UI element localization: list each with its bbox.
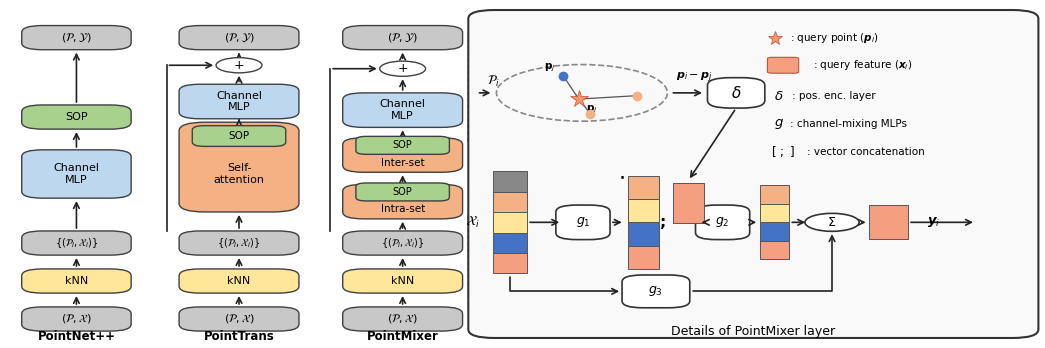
Text: $g_3$: $g_3$ xyxy=(649,284,664,298)
Text: $g_2$: $g_2$ xyxy=(716,215,729,229)
FancyBboxPatch shape xyxy=(22,150,131,198)
Text: $[\ ;\ ]$: $[\ ;\ ]$ xyxy=(770,144,794,159)
Text: +: + xyxy=(234,59,245,72)
FancyBboxPatch shape xyxy=(343,93,463,127)
Text: $\boldsymbol{y}_i$: $\boldsymbol{y}_i$ xyxy=(927,215,940,229)
FancyBboxPatch shape xyxy=(22,307,131,331)
FancyBboxPatch shape xyxy=(179,84,299,119)
FancyBboxPatch shape xyxy=(343,307,463,331)
Bar xyxy=(628,176,659,199)
FancyBboxPatch shape xyxy=(356,136,449,154)
Text: SOP: SOP xyxy=(65,112,88,122)
Text: : channel-mixing MLPs: : channel-mixing MLPs xyxy=(790,119,907,129)
Bar xyxy=(628,246,659,269)
FancyBboxPatch shape xyxy=(192,126,285,147)
Text: $(\mathcal{P}, \mathcal{Y})$: $(\mathcal{P}, \mathcal{Y})$ xyxy=(61,31,92,44)
FancyBboxPatch shape xyxy=(343,138,463,172)
FancyBboxPatch shape xyxy=(343,269,463,293)
Text: : pos. enc. layer: : pos. enc. layer xyxy=(792,91,876,101)
Bar xyxy=(673,183,704,223)
FancyBboxPatch shape xyxy=(179,269,299,293)
Text: $\Sigma$: $\Sigma$ xyxy=(828,216,837,229)
Circle shape xyxy=(379,61,425,76)
Text: $g$: $g$ xyxy=(773,117,784,131)
Bar xyxy=(760,241,789,260)
Text: $g_1$: $g_1$ xyxy=(576,215,590,229)
Bar xyxy=(760,222,789,241)
Text: $(\mathcal{P}, \mathcal{Y})$: $(\mathcal{P}, \mathcal{Y})$ xyxy=(388,31,418,44)
FancyBboxPatch shape xyxy=(707,78,765,108)
Bar xyxy=(760,185,789,204)
Bar xyxy=(628,222,659,246)
Bar xyxy=(493,192,527,212)
Text: $\{(\mathcal{P}_i, \mathcal{X}_i)\}$: $\{(\mathcal{P}_i, \mathcal{X}_i)\}$ xyxy=(380,236,424,250)
Bar xyxy=(628,199,659,222)
Text: kNN: kNN xyxy=(65,276,88,286)
FancyBboxPatch shape xyxy=(179,231,299,255)
Text: $(\mathcal{P}, \mathcal{X})$: $(\mathcal{P}, \mathcal{X})$ xyxy=(61,313,92,325)
Bar xyxy=(493,172,527,192)
FancyBboxPatch shape xyxy=(22,269,131,293)
Text: $\{(\mathcal{P}_i, \mathcal{X}_i)\}$: $\{(\mathcal{P}_i, \mathcal{X}_i)\}$ xyxy=(217,236,261,250)
Text: Inter-set: Inter-set xyxy=(380,158,424,168)
Text: $(\mathcal{P}, \mathcal{X})$: $(\mathcal{P}, \mathcal{X})$ xyxy=(224,313,254,325)
Text: Channel
MLP: Channel MLP xyxy=(216,91,262,112)
Text: +: + xyxy=(397,62,408,75)
Text: Details of PointMixer layer: Details of PointMixer layer xyxy=(671,325,835,338)
Text: PointMixer: PointMixer xyxy=(367,330,439,343)
Bar xyxy=(868,205,908,239)
FancyBboxPatch shape xyxy=(22,105,131,129)
Text: PointTrans: PointTrans xyxy=(204,330,275,343)
FancyBboxPatch shape xyxy=(179,307,299,331)
Text: : query point $(\boldsymbol{p}_i)$: : query point $(\boldsymbol{p}_i)$ xyxy=(790,31,879,45)
Circle shape xyxy=(216,58,262,73)
FancyBboxPatch shape xyxy=(343,25,463,50)
Text: $\mathcal{X}_i$: $\mathcal{X}_i$ xyxy=(466,215,480,230)
Text: ;: ; xyxy=(660,215,667,230)
FancyBboxPatch shape xyxy=(179,25,299,50)
Text: : query feature $(\boldsymbol{x}_i)$: : query feature $(\boldsymbol{x}_i)$ xyxy=(813,58,912,72)
FancyBboxPatch shape xyxy=(556,205,610,239)
Text: $\delta$: $\delta$ xyxy=(773,90,783,103)
Text: PointNet++: PointNet++ xyxy=(38,330,115,343)
Text: SOP: SOP xyxy=(393,187,413,197)
Text: $\mathbf{p}_i$: $\mathbf{p}_i$ xyxy=(585,103,597,115)
Text: SOP: SOP xyxy=(393,140,413,150)
Text: $\mathbf{p}_j$: $\mathbf{p}_j$ xyxy=(543,61,555,73)
Bar xyxy=(760,204,789,222)
Text: $\boldsymbol{p}_i - \boldsymbol{p}_j$: $\boldsymbol{p}_i - \boldsymbol{p}_j$ xyxy=(676,70,713,85)
Text: $\cdot$: $\cdot$ xyxy=(619,167,625,188)
FancyBboxPatch shape xyxy=(22,25,131,50)
Text: : vector concatenation: : vector concatenation xyxy=(807,147,925,157)
FancyBboxPatch shape xyxy=(179,122,299,212)
Text: $\mathcal{P}_i$: $\mathcal{P}_i$ xyxy=(487,74,500,89)
FancyBboxPatch shape xyxy=(622,275,690,308)
Text: Intra-set: Intra-set xyxy=(380,204,424,214)
FancyBboxPatch shape xyxy=(22,231,131,255)
FancyBboxPatch shape xyxy=(343,231,463,255)
FancyBboxPatch shape xyxy=(343,184,463,219)
FancyBboxPatch shape xyxy=(696,205,749,239)
Circle shape xyxy=(805,213,859,231)
Text: kNN: kNN xyxy=(228,276,251,286)
Text: Self-
attention: Self- attention xyxy=(213,163,264,185)
Text: $(\mathcal{P}, \mathcal{X})$: $(\mathcal{P}, \mathcal{X})$ xyxy=(388,313,418,325)
Text: Channel
MLP: Channel MLP xyxy=(379,99,425,121)
Text: kNN: kNN xyxy=(391,276,414,286)
Text: $\{(\mathcal{P}_i, \mathcal{X}_i)\}$: $\{(\mathcal{P}_i, \mathcal{X}_i)\}$ xyxy=(54,236,98,250)
Text: $(\mathcal{P}, \mathcal{Y})$: $(\mathcal{P}, \mathcal{Y})$ xyxy=(224,31,255,44)
Text: $\delta$: $\delta$ xyxy=(730,85,742,101)
Bar xyxy=(493,212,527,232)
Text: Channel
MLP: Channel MLP xyxy=(53,163,99,185)
FancyBboxPatch shape xyxy=(767,57,798,73)
FancyBboxPatch shape xyxy=(356,183,449,201)
FancyBboxPatch shape xyxy=(468,10,1039,338)
Bar xyxy=(493,253,527,273)
Bar xyxy=(493,232,527,253)
Text: SOP: SOP xyxy=(229,131,250,141)
